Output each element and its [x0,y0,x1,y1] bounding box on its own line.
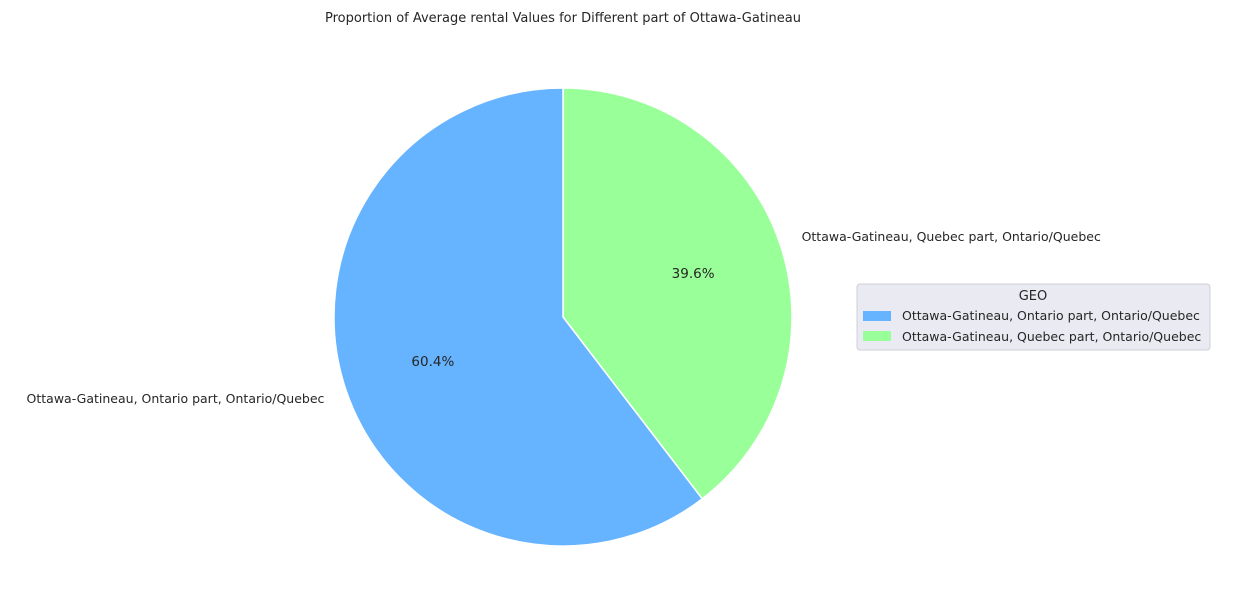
legend-title: GEO [1019,289,1048,304]
slice-ontario-part [333,87,704,547]
legend-entry-quebec-part: Ottawa-Gatineau, Quebec part, Ontario/Qu… [902,329,1201,344]
pct-label-quebec-part: 39.6% [672,266,715,282]
pie: 39.6% Ottawa-Gatineau, Quebec part, Ontar… [27,87,1101,547]
legend: GEO Ottawa-Gatineau, Ontario part, Ontar… [856,283,1211,351]
chart-title: Proportion of Average rental Values for … [325,11,801,26]
slice-quebec-part [562,87,793,500]
pct-label-ontario-part: 60.4% [411,354,454,370]
legend-box [856,283,1211,351]
legend-entry-ontario-part: Ottawa-Gatineau, Ontario part, Ontario/Q… [902,308,1200,323]
slice-label-ontario-part: Ottawa-Gatineau, Ontario part, Ontario/Q… [27,391,325,406]
legend-swatch-quebec-part [863,331,891,341]
slice-label-quebec-part: Ottawa-Gatineau, Quebec part, Ontario/Qu… [802,229,1101,244]
legend-swatch-ontario-part [863,311,891,321]
